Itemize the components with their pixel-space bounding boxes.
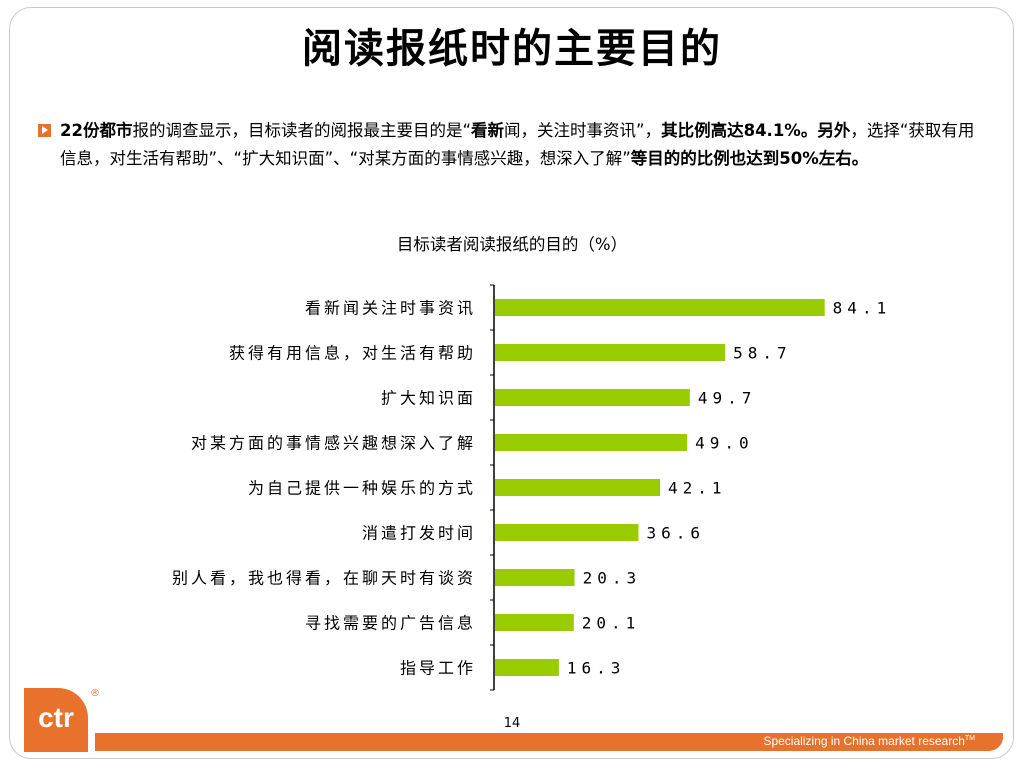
summary-paragraph: 22份都市报的调查显示，目标读者的阅报最主要目的是“看新闻，关注时事资讯”，其比… [60, 117, 985, 173]
logo-text: ctr [38, 702, 74, 733]
bar [495, 524, 639, 541]
category-label: 别人看，我也得看，在聊天时有谈资 [172, 569, 476, 588]
para-text-2: 闻，关注时事资讯”， [504, 121, 662, 140]
data-label: 58.7 [733, 344, 792, 363]
category-label: 扩大知识面 [381, 389, 476, 408]
slide-title: 阅读报纸时的主要目的 [302, 26, 722, 72]
ctr-logo: ctr [24, 688, 88, 752]
footer-text-wrap: Specializing in China market researchTM [763, 734, 975, 748]
data-label: 20.3 [583, 569, 642, 588]
bullet-arrow-icon [38, 124, 51, 137]
bar [495, 659, 559, 676]
para-bold-3: 其比例高达84.1%。另外 [661, 121, 851, 140]
bar [495, 299, 825, 316]
bar [495, 569, 575, 586]
slide-frame [9, 7, 1014, 759]
bar [495, 434, 688, 451]
category-label: 为自己提供一种娱乐的方式 [248, 479, 476, 498]
data-label: 49.0 [695, 434, 754, 453]
category-label: 指导工作 [400, 659, 476, 678]
footer-text: Specializing in China market research [763, 734, 965, 748]
registered-mark: ® [90, 688, 100, 699]
category-label: 看新闻关注时事资讯 [305, 299, 476, 318]
footer-bar: Specializing in China market researchTM [95, 733, 1003, 751]
para-bold-1: 22份都市 [60, 121, 133, 140]
bar [495, 479, 661, 496]
para-bold-4: 等目的的比例也达到50%左右。 [630, 149, 869, 168]
category-label: 消遣打发时间 [362, 524, 476, 543]
data-label: 49.7 [698, 389, 757, 408]
category-label: 获得有用信息，对生活有帮助 [229, 344, 476, 363]
para-text-3: ，选择“获取有用信息，对生活有帮助”、“扩大知识面”、“对某方面的事情感兴趣，想… [60, 121, 975, 168]
trademark-mark: TM [964, 735, 975, 742]
data-label: 20.1 [582, 614, 641, 633]
chart-title: 目标读者阅读报纸的目的（%） [396, 235, 628, 254]
bar [495, 614, 574, 631]
data-label: 16.3 [567, 659, 626, 678]
category-label: 对某方面的事情感兴趣想深入了解 [191, 434, 476, 453]
bar [495, 344, 726, 361]
para-text-1: 报的调查显示，目标读者的阅报最主要目的是“ [132, 121, 472, 140]
data-label: 42.1 [668, 479, 727, 498]
category-label: 寻找需要的广告信息 [305, 614, 476, 633]
bar [495, 389, 690, 406]
para-bold-2: 看新 [471, 121, 505, 140]
page-number: 14 [503, 716, 521, 731]
data-label: 84.1 [833, 299, 892, 318]
data-label: 36.6 [646, 524, 705, 543]
